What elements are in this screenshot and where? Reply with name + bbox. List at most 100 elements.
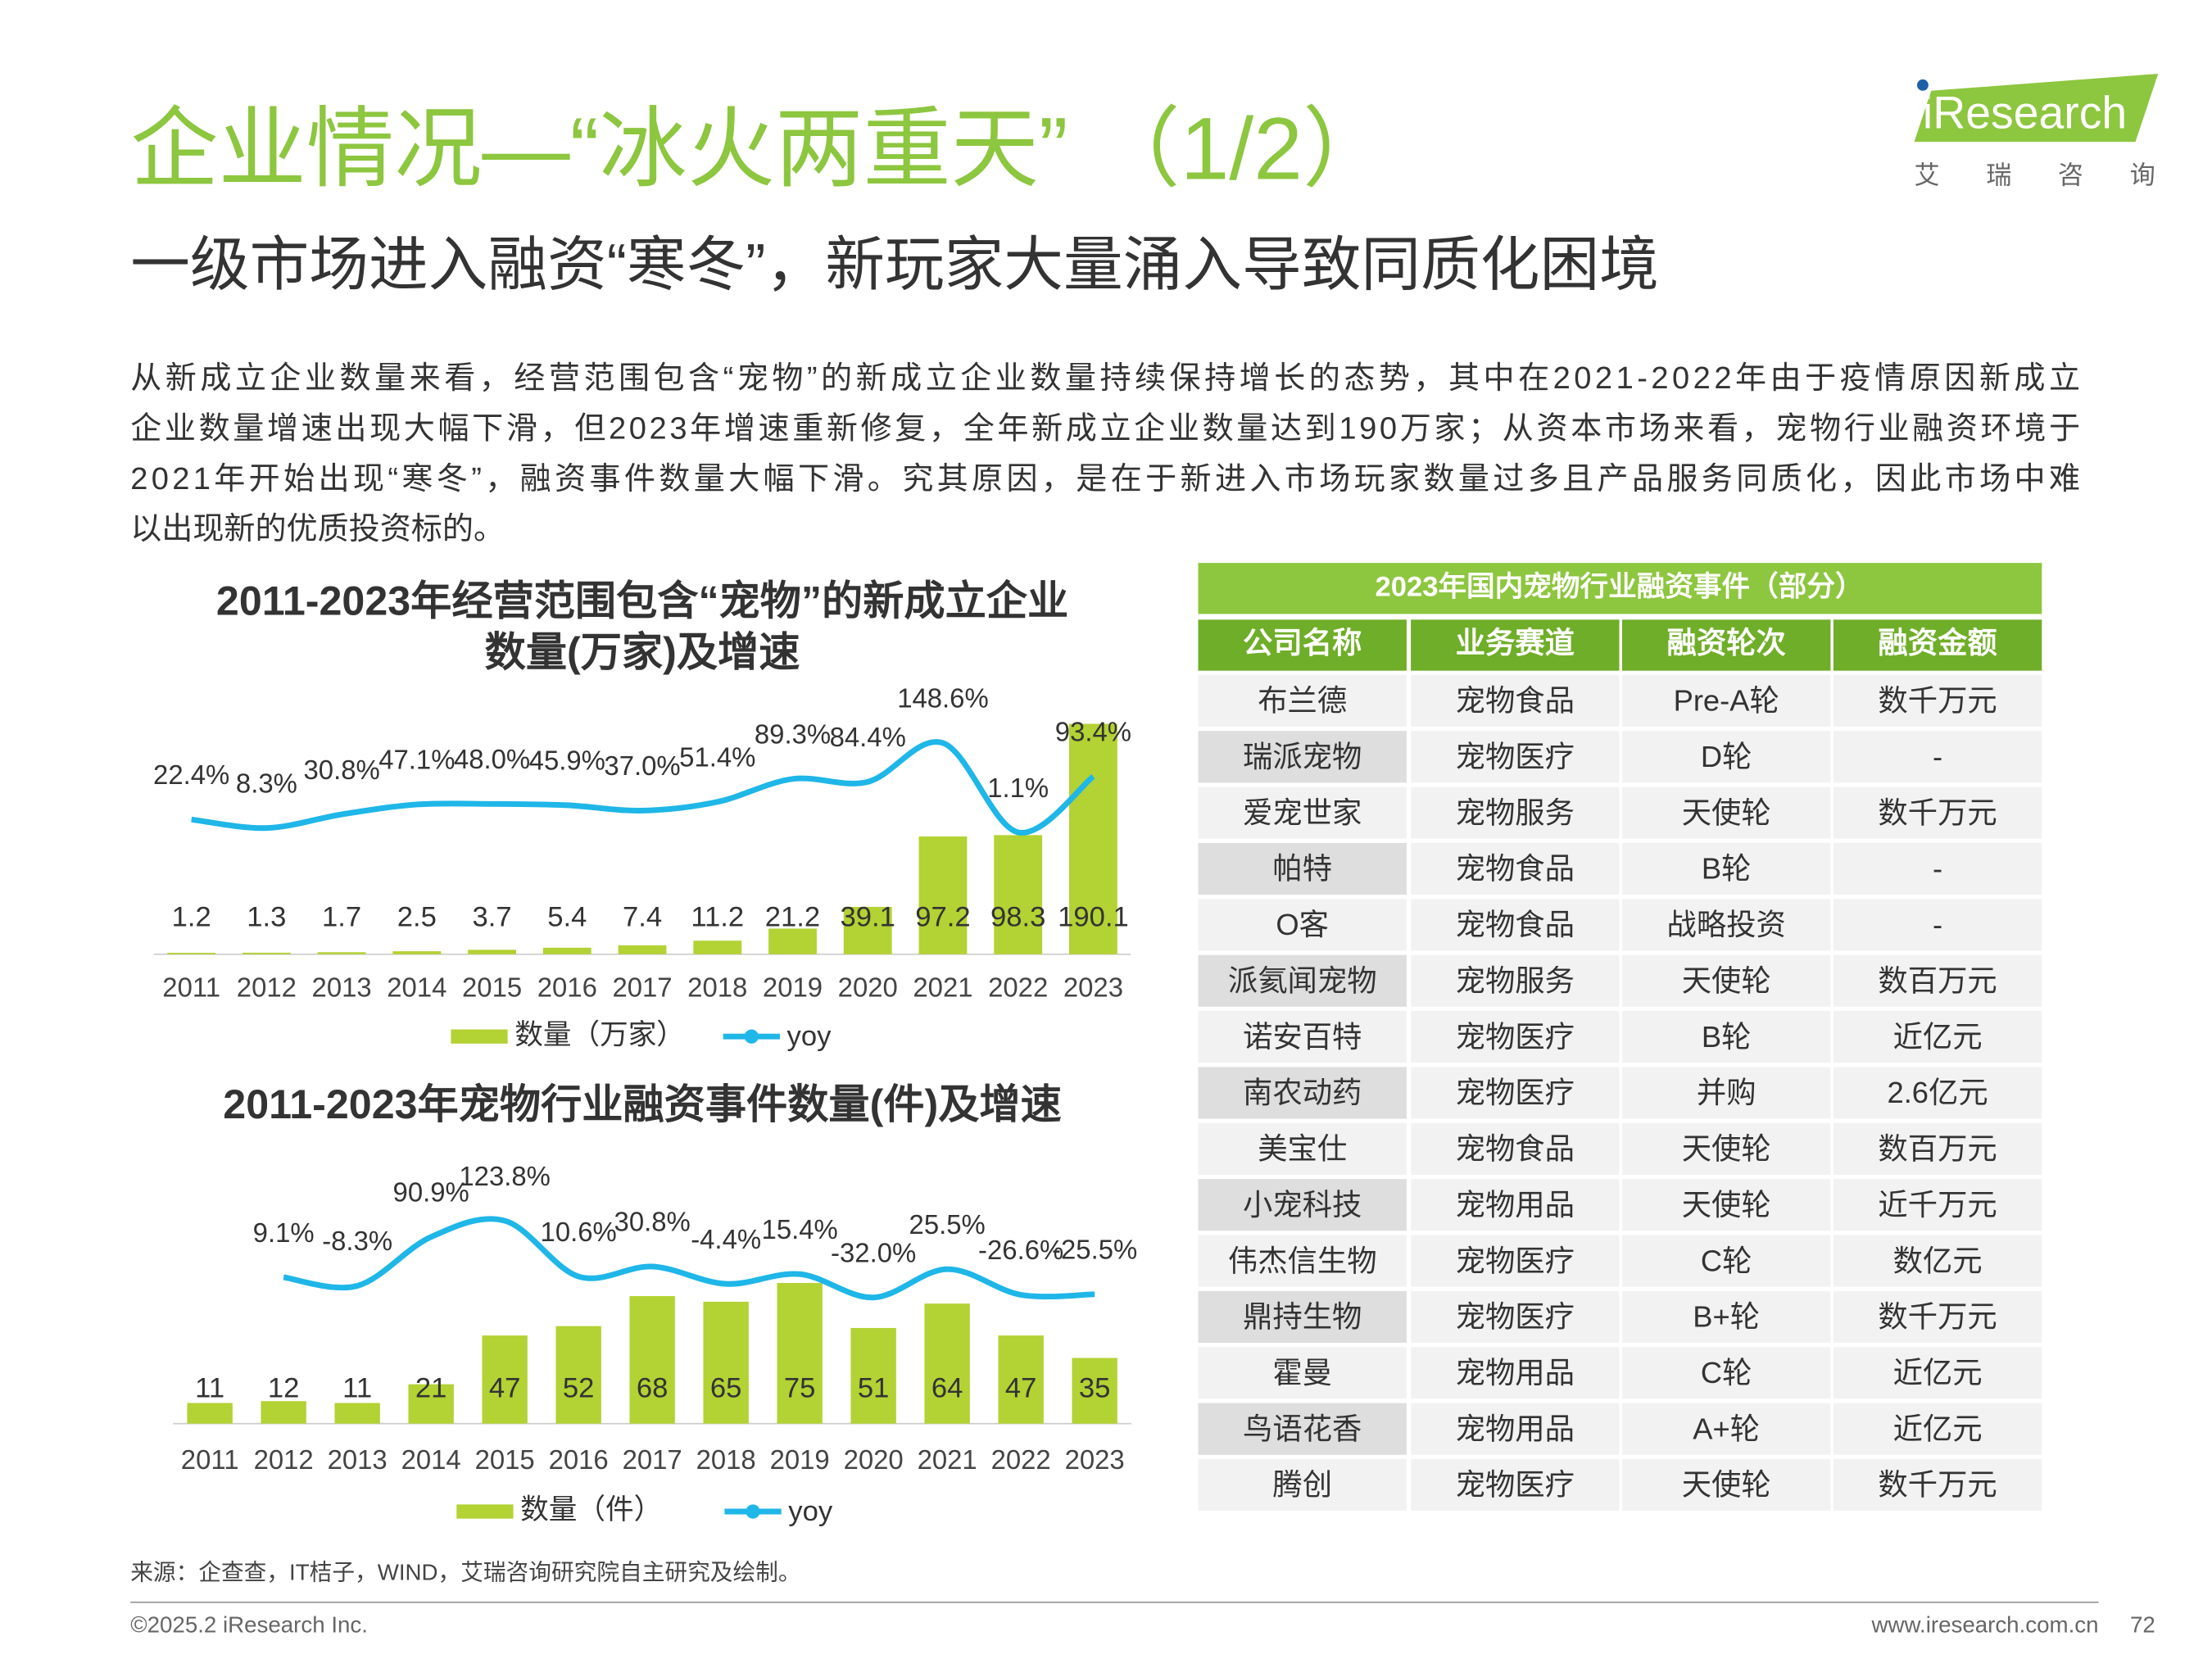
table-cell-text: Pre-A轮 [1674,684,1779,718]
table-cell [1411,674,1620,728]
table-cell-text: 天使轮 [1682,796,1771,829]
table-cell-text: 小宠科技 [1243,1188,1362,1222]
bar [167,953,216,954]
table-cell [1411,842,1620,895]
line-value-label: 51.4% [679,742,755,773]
table-cell [1198,1458,1407,1512]
table-cell [1198,1290,1407,1344]
table-cell-text: 宠物食品 [1456,684,1575,718]
line-value-label: 30.8% [614,1207,691,1237]
x-tick-label: 2016 [549,1444,609,1475]
table-cell-text: 伟杰信生物 [1228,1244,1377,1277]
bar [317,952,366,954]
table-cell [1833,1290,2042,1344]
table-cell-text: C轮 [1701,1356,1752,1389]
table-cell [1622,1011,1831,1063]
legend-label: 数量（件） [520,1494,662,1525]
chart-title: 2011-2023年经营范围包含“宠物”的新成立企业 [216,578,1068,624]
table-cell-text: 天使轮 [1682,1468,1771,1502]
bar [468,950,516,954]
table-cell [1622,1290,1831,1344]
body-line: 2021年开始出现“寒冬”，融资事件数量大幅下滑。究其原因，是在于新进入市场玩家… [130,462,2080,496]
table-cell [1198,842,1407,895]
bar [618,945,667,954]
table-cell-text: 近亿元 [1893,1020,1983,1054]
table-cell-text: 爱宠世家 [1243,796,1362,829]
table-cell [1833,1122,2042,1175]
legend-swatch [456,1504,514,1519]
x-tick-label: 2020 [838,972,898,1003]
table-cell-text: B轮 [1702,1020,1752,1054]
table-cell-text: 宠物用品 [1456,1412,1575,1445]
line-value-label: 8.3% [236,768,297,798]
table-cell [1411,1067,1620,1119]
line-value-label: 9.1% [253,1217,315,1248]
table-cell-text: 数亿元 [1893,1244,1983,1277]
table-cell-text: 宠物医疗 [1456,1468,1575,1502]
table-cell [1833,731,2042,783]
table-header: 公司名称 [1243,626,1362,660]
source: 来源：企查查，IT桔子，WIND，艾瑞咨询研究院自主研究及绘制。 [130,1559,800,1584]
line-value-label: 30.8% [304,755,380,785]
table-cell [1622,899,1831,951]
yoy-line [191,739,1095,836]
table-cell-text: 并购 [1697,1076,1756,1109]
table-cell-text: 宠物食品 [1456,1132,1575,1166]
bar [693,941,742,954]
line-value-label: 90.9% [393,1177,469,1208]
table-cell [1411,1011,1620,1063]
table-cell [1622,731,1831,783]
x-tick-label: 2013 [312,972,372,1003]
table-cell-text: 南农动药 [1243,1076,1362,1109]
legend-dot [746,1504,760,1519]
table-cell-text: 宠物服务 [1456,963,1575,997]
table-title: 2023年国内宠物行业融资事件（部分） [1375,570,1863,602]
table-cell-text: 腾创 [1272,1468,1332,1502]
table-cell-text: 宠物医疗 [1456,1020,1575,1054]
line-value-label: -25.5% [1052,1235,1137,1265]
table-cell [1622,786,1831,839]
bar-value-label: 3.7 [473,902,512,933]
bar-value-label: 21.2 [765,902,820,933]
bar [555,1326,601,1424]
x-tick-label: 2013 [328,1444,388,1475]
table-cell [1833,1235,2042,1287]
x-tick-label: 2011 [162,972,220,1003]
bar-value-label: 1.2 [172,902,211,933]
bar-value-label: 64 [931,1372,963,1403]
table-cell-text: 2.6亿元 [1888,1076,1988,1109]
line-value-label: 22.4% [153,759,229,790]
bar-value-label: 11 [342,1372,372,1403]
bar [1069,723,1117,954]
table-cell [1411,1347,1620,1399]
table-cell [1833,1458,2042,1512]
table-cell [1622,1067,1831,1119]
table-cell [1198,954,1407,1007]
table-header-cell [1411,619,1620,671]
bar-value-label: 68 [637,1372,669,1403]
bar [777,1283,823,1424]
table-cell [1198,1179,1407,1231]
bar [843,906,892,954]
table-cell-text: 宠物医疗 [1456,740,1575,773]
line-value-label: 93.4% [1055,716,1131,746]
legend-dot [744,1029,759,1044]
table-cell-text: C轮 [1701,1244,1752,1277]
bar [918,836,968,954]
bar-value-label: 51 [858,1372,890,1403]
table-cell-text: 宠物医疗 [1456,1300,1575,1334]
line-value-label: 48.0% [454,744,530,774]
bar [924,1303,970,1424]
table-cell [1411,954,1620,1007]
table-cell-text: 近亿元 [1893,1356,1983,1389]
table-cell-text: 宠物服务 [1456,796,1575,829]
bar-value-label: 11 [195,1372,224,1403]
x-tick-label: 2015 [462,972,522,1003]
bar [703,1301,749,1424]
line-value-label: 37.0% [604,750,680,781]
table-cell [1833,1067,2042,1119]
line-value-label: 84.4% [830,722,906,752]
line-value-label: 10.6% [541,1217,617,1247]
